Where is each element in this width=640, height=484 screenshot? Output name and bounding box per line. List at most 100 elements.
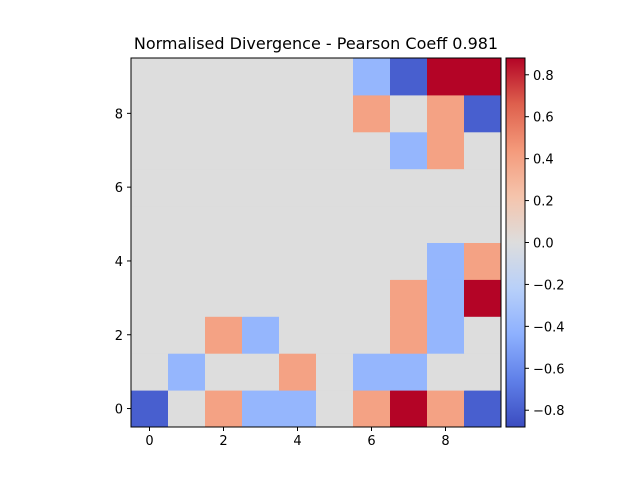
heatmap-cell [131,353,169,391]
y-tick-label: 2 [115,329,123,344]
heatmap-cell [168,94,206,133]
y-axis-ticks: 0 2 4 6 8 [115,107,131,418]
heatmap-cell [205,168,243,207]
heatmap-cell [242,390,280,428]
heatmap-cell [205,316,243,354]
heatmap-cell [316,353,354,391]
heatmap-cell [316,205,354,243]
heatmap-cell [316,242,354,280]
heatmap-cell [464,205,502,243]
heatmap-cell [427,353,465,391]
heatmap-cell [131,94,169,133]
heatmap-cell [316,131,354,170]
plot-frame [130,57,502,428]
heatmap-cell [353,205,391,243]
heatmap-cell [316,390,354,428]
heatmap-cell [242,316,280,354]
heatmap-cell [427,390,465,428]
heatmap-cell [353,58,391,96]
heatmap-cell [205,353,243,391]
heatmap-cell [316,94,354,133]
heatmap-cell [464,58,502,96]
heatmap-cell [427,205,465,243]
heatmap-cell [353,131,391,170]
colorbar-tick-label: 0.4 [533,153,554,168]
heatmap-cell [353,242,391,280]
heatmap-cell [279,131,317,170]
heatmap-cell [242,205,280,243]
heatmap-cell [464,353,502,391]
heatmap-cell [464,316,502,354]
heatmap-cell [353,353,391,391]
heatmap-cell [205,242,243,280]
heatmap-cell [242,58,280,96]
heatmap-cell [168,58,206,96]
heatmap-cell [205,94,243,133]
heatmap-cell [353,390,391,428]
heatmap-cell [242,168,280,207]
heatmap-cell [168,168,206,207]
heatmap-cell [464,242,502,280]
heatmap-cell [427,94,465,133]
colorbar-tick-label: −0.2 [533,278,565,293]
y-tick-label: 0 [115,403,123,418]
heatmap-cell [427,242,465,280]
heatmap-cell [390,316,428,354]
heatmap-cell [316,168,354,207]
x-tick-label: 2 [219,434,227,449]
heatmap-cell [353,316,391,354]
heatmap-cell [279,94,317,133]
heatmap-cell [279,390,317,428]
colorbar-tick-label: −0.8 [533,404,565,419]
heatmap-cell [168,205,206,243]
heatmap-cell [390,94,428,133]
x-axis-ticks: 0 2 4 6 8 [145,427,450,449]
heatmap-cell [316,316,354,354]
x-tick-label: 8 [441,434,449,449]
heatmap-cell [168,316,206,354]
heatmap-cell [242,279,280,317]
chart-title: Normalised Divergence - Pearson Coeff 0.… [134,34,498,53]
heatmap-cell [205,205,243,243]
heatmap-cell [390,205,428,243]
heatmap-cell [131,168,169,207]
heatmap-cell [427,279,465,317]
heatmap-cell [131,279,169,317]
heatmap-cell [131,58,169,96]
heatmap-cell [131,390,169,428]
heatmap-cell [168,279,206,317]
heatmap-cell [464,94,502,133]
heatmap-cell [464,131,502,170]
heatmap-cell [390,242,428,280]
colorbar-tick-label: 0.8 [533,69,554,84]
heatmap-cell [353,168,391,207]
heatmap-cell [279,58,317,96]
x-tick-label: 6 [367,434,375,449]
heatmap-cell [390,131,428,170]
heatmap-cell [279,279,317,317]
x-tick-label: 0 [145,434,153,449]
heatmap-cell [390,390,428,428]
heatmap-cell [464,279,502,317]
heatmap-cell [279,316,317,354]
colorbar [505,57,526,428]
heatmap-cell [205,58,243,96]
heatmap-cell [464,390,502,428]
colorbar-tick-label: −0.4 [533,320,565,335]
heatmap-cell [168,390,206,428]
heatmap-cell [353,279,391,317]
heatmap-cell [427,58,465,96]
heatmap-cell [168,131,206,170]
x-tick-label: 4 [293,434,301,449]
heatmap-cell [427,131,465,170]
colorbar-tick-label: −0.6 [533,362,565,377]
heatmap-cell [279,168,317,207]
heatmap-cells [131,58,502,428]
heatmap-cell [168,242,206,280]
heatmap-cell [242,242,280,280]
colorbar-tick-label: 0.0 [533,237,554,252]
heatmap-cell [242,94,280,133]
y-tick-label: 4 [115,255,123,270]
